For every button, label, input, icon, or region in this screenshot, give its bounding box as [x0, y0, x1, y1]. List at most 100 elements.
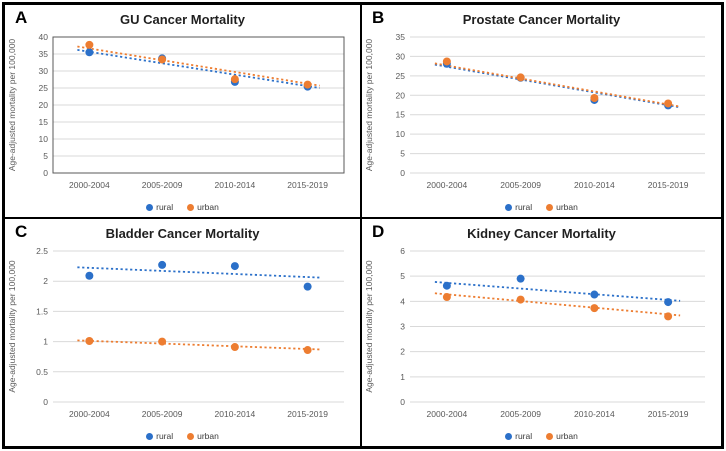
plot-area-border	[52, 36, 345, 174]
legend-marker-icon	[187, 432, 195, 440]
trendline-urban	[77, 45, 320, 87]
data-point-urban	[85, 336, 94, 345]
y-tick-label: 6	[400, 246, 405, 256]
y-tick-label: 25	[39, 83, 49, 93]
x-tick-label: 2010-2014	[215, 409, 256, 419]
y-tick-label: 1.5	[36, 306, 48, 316]
y-axis-label: Age-adjusted mortality per 100,000	[7, 260, 17, 393]
legend-label: rural	[156, 202, 174, 212]
x-tick-label: 2015-2019	[287, 409, 328, 419]
x-tick-label: 2015-2019	[648, 409, 689, 419]
data-point-rural	[85, 271, 94, 280]
data-point-urban	[590, 304, 599, 313]
y-tick-label: 20	[396, 90, 406, 100]
chart-title: Prostate Cancer Mortality	[462, 12, 621, 27]
legend-item-rural: rural	[146, 431, 173, 441]
legend-label: rural	[156, 431, 174, 441]
y-tick-label: 3	[400, 322, 405, 332]
y-tick-label: 35	[39, 49, 49, 59]
x-tick-label: 2015-2019	[648, 180, 689, 190]
x-tick-label: 2005-2009	[500, 180, 541, 190]
data-point-rural	[442, 281, 451, 290]
panel-letter: A	[15, 8, 28, 27]
trendline-rural	[77, 49, 320, 89]
y-tick-label: 30	[396, 51, 406, 61]
legend-item-urban: urban	[546, 202, 578, 212]
y-tick-label: 0	[400, 168, 405, 178]
y-tick-label: 40	[39, 32, 49, 42]
prostate-scatter-plot: 0 5 10 15 20 25 30 35 2000-2004 2005-2009 2010-201…	[364, 32, 705, 190]
panel-letter: B	[372, 8, 385, 27]
data-point-urban	[442, 293, 451, 302]
legend: rural urban	[362, 426, 721, 446]
data-point-urban	[303, 346, 312, 355]
x-tick-label: 2005-2009	[500, 409, 541, 419]
legend-label: urban	[197, 202, 219, 212]
data-point-urban	[158, 337, 167, 346]
trendline-urban	[434, 292, 681, 317]
legend: rural urban	[5, 197, 360, 217]
data-point-urban	[664, 312, 673, 321]
legend-marker-icon	[505, 432, 513, 440]
trendline-urban	[434, 62, 681, 108]
kidney-scatter-plot: 0 1 2 3 4 5 6 2000-2004 2005-2009 2010-2014 2015-2…	[364, 246, 705, 419]
data-point-rural	[158, 260, 167, 269]
data-point-rural	[590, 290, 599, 299]
y-tick-label: 10	[39, 134, 49, 144]
bladder-scatter-plot: 0 0.5 1 1.5 2 2.5 2000-2004 2005-2009 2010-2014 2…	[7, 246, 344, 419]
y-tick-label: 25	[396, 71, 406, 81]
panel-prostate-cancer: B Prostate Cancer Mortality 0 5 10 15 20 25 30…	[362, 5, 721, 217]
x-tick-label: 2000-2004	[427, 180, 468, 190]
y-tick-label: 1	[400, 372, 405, 382]
legend-item-urban: urban	[187, 202, 219, 212]
y-axis-label: Age-adjusted mortality per 100,000	[364, 39, 374, 172]
data-point-urban	[516, 295, 525, 304]
y-tick-label: 15	[39, 117, 49, 127]
y-tick-label: 2	[400, 347, 405, 357]
y-tick-label: 5	[400, 271, 405, 281]
panel-kidney-cancer: D Kidney Cancer Mortality 0 1 2 3 4 5 6 2000-20…	[362, 219, 721, 446]
y-tick-label: 5	[43, 151, 48, 161]
gu-scatter-plot: 0 5 10 15 20 25 30 35 40 2000-2004 2005-2009 2010-2…	[7, 32, 345, 190]
legend-label: urban	[556, 202, 578, 212]
y-axis-label: Age-adjusted mortality per 100,000	[7, 39, 17, 172]
legend: rural urban	[362, 197, 721, 217]
chart-title: Kidney Cancer Mortality	[467, 226, 616, 241]
y-tick-label: 35	[396, 32, 406, 42]
data-point-urban	[516, 73, 525, 82]
data-point-urban	[303, 80, 312, 89]
legend-marker-icon	[546, 432, 554, 440]
y-tick-label: 4	[400, 296, 405, 306]
legend-label: urban	[197, 431, 219, 441]
y-tick-label: 10	[396, 129, 406, 139]
x-tick-label: 2000-2004	[69, 409, 110, 419]
panel-letter: C	[15, 222, 28, 241]
chart-title: Bladder Cancer Mortality	[105, 226, 260, 241]
panel-gu-cancer: A GU Cancer Mortality 0 5 10 15 20 25 30 35 40 20…	[5, 5, 360, 217]
trendline-rural	[77, 266, 320, 279]
x-tick-label: 2000-2004	[69, 180, 110, 190]
x-tick-label: 2010-2014	[574, 409, 615, 419]
data-point-urban	[442, 57, 451, 66]
legend-label: rural	[515, 202, 533, 212]
chart-title: GU Cancer Mortality	[120, 12, 245, 27]
data-point-urban	[590, 94, 599, 103]
y-tick-label: 30	[39, 66, 49, 76]
y-tick-label: 20	[39, 100, 49, 110]
data-point-urban	[158, 55, 167, 64]
data-point-rural	[230, 262, 239, 271]
x-tick-label: 2010-2014	[574, 180, 615, 190]
x-tick-label: 2010-2014	[215, 180, 256, 190]
y-tick-label: 15	[396, 110, 406, 120]
data-point-rural	[85, 48, 94, 57]
legend-item-rural: rural	[505, 202, 532, 212]
y-tick-label: 0	[400, 397, 405, 407]
x-tick-label: 2005-2009	[142, 409, 183, 419]
x-tick-label: 2000-2004	[427, 409, 468, 419]
panel-bladder-cancer: C Bladder Cancer Mortality 0 0.5 1 1.5 2 2.5 2…	[5, 219, 360, 446]
legend-marker-icon	[146, 432, 154, 440]
legend-label: rural	[515, 431, 533, 441]
legend-marker-icon	[146, 203, 154, 211]
data-point-urban	[230, 75, 239, 84]
